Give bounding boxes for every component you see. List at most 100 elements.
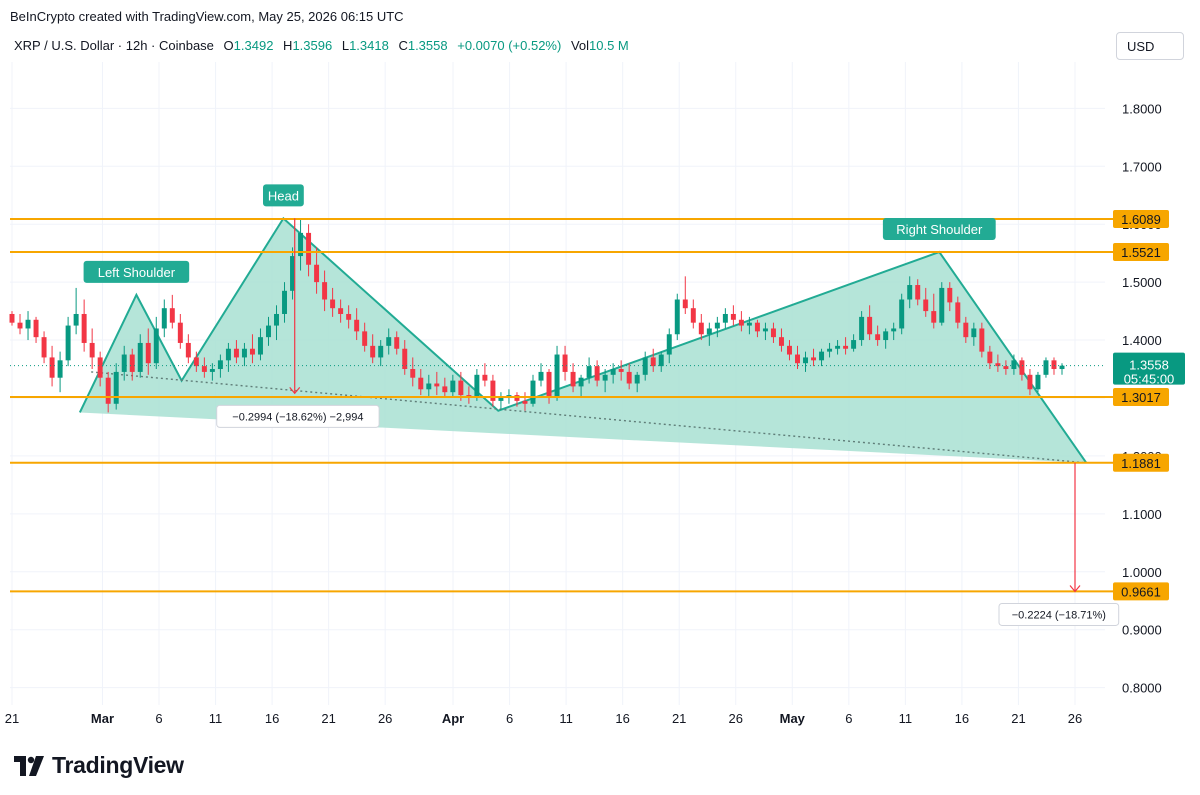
candle-body (762, 328, 768, 332)
candle-body (738, 319, 744, 326)
candle-body (105, 377, 111, 404)
candle-body (923, 299, 929, 312)
candle-body (266, 325, 271, 338)
time-tick-label: 11 (559, 711, 573, 726)
candle-body (298, 232, 304, 257)
volume-label: Vol (570, 38, 590, 53)
candle-body (233, 348, 239, 358)
candle-body (153, 328, 159, 364)
candle-body (314, 264, 320, 283)
candle-body (610, 369, 616, 375)
candle-body (1019, 360, 1025, 375)
symbol-title[interactable]: XRP / U.S. Dollar · 12h · Coinbase (14, 38, 214, 53)
candle-body (225, 348, 231, 361)
pattern-label: Left Shoulder (98, 265, 176, 280)
candle-body (1051, 360, 1057, 370)
candle-body (338, 308, 344, 314)
candle-body (835, 345, 841, 349)
candle-body (979, 328, 985, 352)
candle-body (955, 302, 961, 323)
candle-body (474, 374, 480, 398)
time-axis: 21 Mar 6 11 16 21 26 Apr 6 11 16 21 26 May 6 11 16 21 26 (5, 711, 1082, 726)
candle-body (698, 322, 704, 335)
countdown-label: 05:45:00 (1124, 372, 1175, 387)
candle-body (410, 369, 416, 378)
currency-selector[interactable]: USD (1116, 32, 1184, 60)
candle-body (578, 377, 584, 387)
tradingview-logo-icon (14, 755, 44, 776)
price-level-label: 1.5521 (1121, 245, 1161, 260)
time-tick-label: Apr (442, 711, 464, 726)
candle-body (89, 342, 95, 358)
candle-body (434, 383, 440, 387)
candle-body (530, 380, 536, 404)
candle-body (754, 322, 760, 332)
candle-body (1011, 360, 1017, 370)
price-tick-label: 1.4000 (1122, 333, 1162, 348)
price-level-tag (1113, 242, 1169, 261)
price-tick-label: 1.0000 (1122, 565, 1162, 580)
candle-body (57, 360, 63, 378)
time-tick-label: 26 (729, 711, 743, 726)
candle-body (458, 380, 464, 396)
candle-body (995, 363, 1001, 367)
measure-arrowhead (1069, 585, 1081, 593)
candle-body (17, 322, 23, 329)
price-level-tag (1113, 387, 1169, 406)
candle-body (770, 328, 776, 338)
time-tick-label: 16 (615, 711, 629, 726)
low-value: 1.3418 (349, 38, 389, 53)
candle-body (209, 369, 215, 372)
candle-body (362, 331, 368, 346)
candle-body (217, 360, 223, 370)
candle-body (875, 334, 881, 341)
time-tick-label: 11 (899, 711, 913, 726)
candle-body (843, 345, 849, 349)
last-price-tag (1113, 352, 1185, 385)
candle-body (193, 357, 199, 367)
candle-body (402, 348, 408, 370)
price-level-label: 0.9661 (1121, 584, 1161, 599)
candle-body (290, 256, 296, 291)
candle-body (570, 371, 576, 387)
candle-body (586, 366, 592, 378)
candle-body (602, 374, 608, 381)
candle-body (915, 285, 921, 300)
measure-arrowhead (289, 386, 301, 395)
candle-body (690, 308, 696, 323)
candle-body (1003, 366, 1009, 370)
low-label: L (341, 38, 350, 53)
price-level-tag (1113, 582, 1169, 601)
candle-body (370, 345, 376, 358)
high-label: H (283, 38, 293, 53)
candle-body (378, 345, 384, 358)
candle-body (538, 371, 544, 381)
high-value: 1.3596 (292, 38, 333, 53)
time-tick-label: Mar (91, 711, 114, 726)
symbol-legend: XRP / U.S. Dollar · 12h · Coinbase O1.34… (14, 38, 629, 53)
price-tick-label: 1.8000 (1122, 101, 1162, 116)
candle-body (418, 377, 424, 390)
candle-body (971, 328, 977, 338)
candle-body (987, 351, 993, 364)
candle-body (169, 308, 175, 323)
candle-body (137, 342, 143, 372)
candle-body (642, 357, 648, 375)
time-tick-label: 21 (321, 711, 335, 726)
candle-body (1059, 365, 1065, 370)
candle-body (554, 354, 560, 398)
tradingview-logo[interactable]: TradingView (14, 752, 184, 779)
price-level-label: 1.3017 (1121, 390, 1161, 405)
pattern-label-box (83, 260, 190, 283)
candle-body (795, 354, 800, 364)
candle-body (73, 313, 79, 326)
candle-body (386, 337, 392, 346)
candle-body (482, 374, 488, 381)
candle-body (33, 319, 39, 338)
candle-body (650, 357, 656, 367)
candle-body (714, 322, 720, 329)
last-price-label: 1.3558 (1129, 358, 1169, 373)
candle-body (546, 371, 552, 398)
candle-body (322, 282, 328, 300)
